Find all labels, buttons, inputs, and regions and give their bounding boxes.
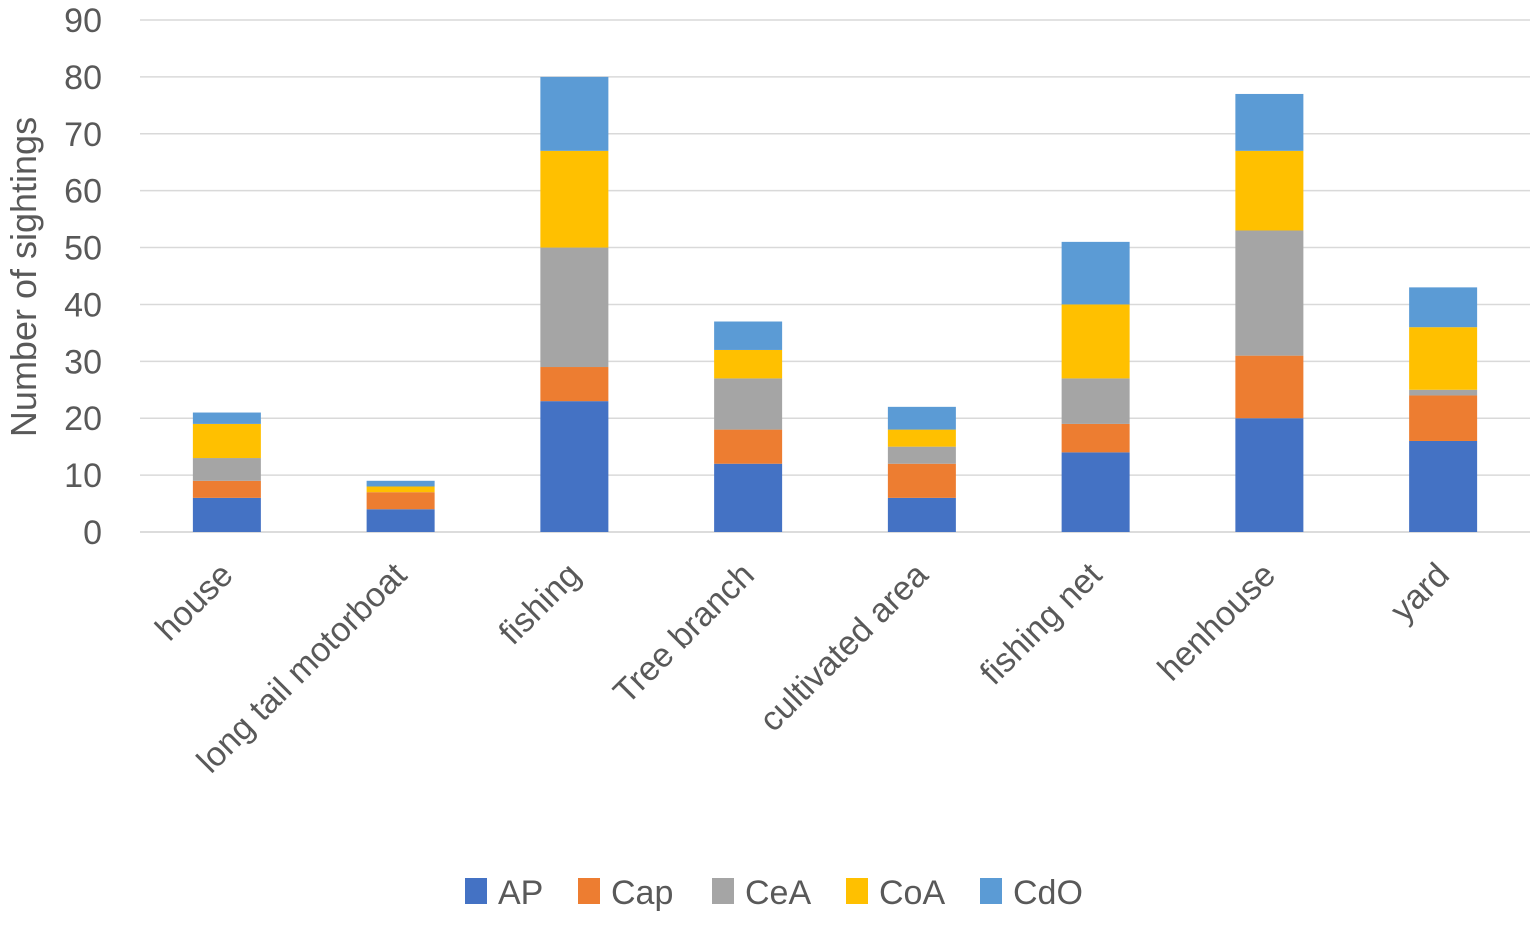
bar-segment <box>714 378 783 430</box>
legend-label: CoA <box>879 874 945 912</box>
y-tick-label: 50 <box>64 230 102 268</box>
bar-segment <box>192 458 261 481</box>
bar-segment <box>192 497 261 532</box>
x-tick-label: Tree branch <box>606 556 762 712</box>
bar-segment <box>192 480 261 498</box>
legend-label: AP <box>498 874 543 912</box>
y-tick-label: 0 <box>83 514 102 552</box>
x-tick-label: henhouse <box>1151 556 1283 688</box>
bar-segment <box>540 401 609 532</box>
legend: AP Cap CeA CoA CdO <box>465 874 1083 912</box>
bar-segment <box>887 429 956 447</box>
bar-segment <box>192 412 261 424</box>
bar-segment <box>366 492 435 510</box>
bar-segment <box>1061 241 1130 305</box>
bar-segment <box>1409 389 1478 396</box>
y-axis-label: Number of sightings <box>3 117 44 437</box>
y-tick-label: 90 <box>64 2 102 40</box>
bar-segment <box>887 406 956 430</box>
bar-segment <box>1235 418 1304 532</box>
legend-swatch <box>465 878 487 904</box>
bar-segment <box>540 150 609 248</box>
bar-segment <box>540 247 609 368</box>
legend-label: Cap <box>611 874 673 912</box>
x-tick-label: cultivated area <box>752 556 935 739</box>
bar-segment <box>714 321 783 350</box>
bar-segment <box>1235 93 1304 151</box>
y-tick-label: 10 <box>64 457 102 495</box>
bar-segment <box>887 446 956 464</box>
x-tick-label: fishing net <box>973 555 1110 692</box>
x-tick-label: yard <box>1383 556 1457 630</box>
legend-label: CdO <box>1013 874 1083 912</box>
bar-segment <box>887 463 956 498</box>
bar-segment <box>1409 327 1478 390</box>
bar-segment <box>1409 395 1478 441</box>
bar-segment <box>1235 150 1304 231</box>
bar-segment <box>714 429 783 464</box>
y-tick-label: 20 <box>64 400 102 438</box>
legend-swatch <box>712 878 734 904</box>
bar-segment <box>1061 378 1130 424</box>
bar-segment <box>540 367 609 402</box>
legend-swatch <box>578 878 600 904</box>
bar-segment <box>366 509 435 532</box>
bar-segment <box>1235 230 1304 356</box>
x-tick-label: fishing <box>492 556 588 652</box>
bar-segment <box>714 463 783 532</box>
bars <box>192 76 1478 532</box>
bar-segment <box>1409 440 1478 532</box>
bar-segment <box>887 497 956 532</box>
bar-segment <box>1061 423 1130 453</box>
bar-segment <box>366 486 435 493</box>
bar-segment <box>192 423 261 459</box>
bar-segment <box>1061 304 1130 379</box>
bar-segment <box>1235 355 1304 419</box>
y-axis-tick-labels: 0 10 20 30 40 50 60 70 80 90 <box>64 2 102 552</box>
legend-swatch <box>980 878 1002 904</box>
legend-swatch <box>846 878 868 904</box>
gridlines <box>140 19 1530 533</box>
y-tick-label: 70 <box>64 116 102 154</box>
bar-segment <box>1409 287 1478 328</box>
bar-segment <box>366 480 435 487</box>
x-tick-label: house <box>148 556 240 648</box>
bar-segment <box>714 349 783 379</box>
y-tick-label: 60 <box>64 173 102 211</box>
bar-segment <box>540 76 609 151</box>
y-tick-label: 40 <box>64 286 102 324</box>
legend-label: CeA <box>745 874 811 912</box>
y-tick-label: 80 <box>64 59 102 97</box>
bar-segment <box>1061 452 1130 532</box>
y-tick-label: 30 <box>64 343 102 381</box>
